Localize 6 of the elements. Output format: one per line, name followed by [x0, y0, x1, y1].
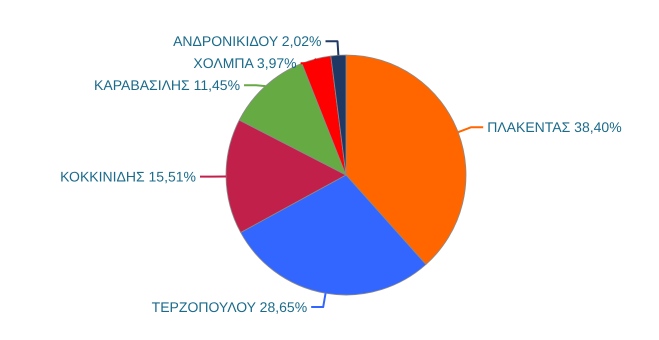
slice-label: ΤΕΡΖΟΠΟΥΛΟΥ 28,65%	[152, 298, 308, 315]
slice-label: ΚΑΡΑΒΑΣΙΛΗΣ 11,45%	[94, 77, 240, 94]
slice-label: ΧΟΛΜΠΑ 3,97%	[193, 55, 297, 72]
slice-label: ΠΛΑΚΕΝΤΑΣ 38,40%	[487, 119, 622, 136]
slice-label: ΑΝΔΡΟΝΙΚΙΔΟΥ 2,02%	[173, 33, 322, 50]
slice-label: ΚΟΚΚΙΝΙΔΗΣ 15,51%	[60, 168, 196, 185]
